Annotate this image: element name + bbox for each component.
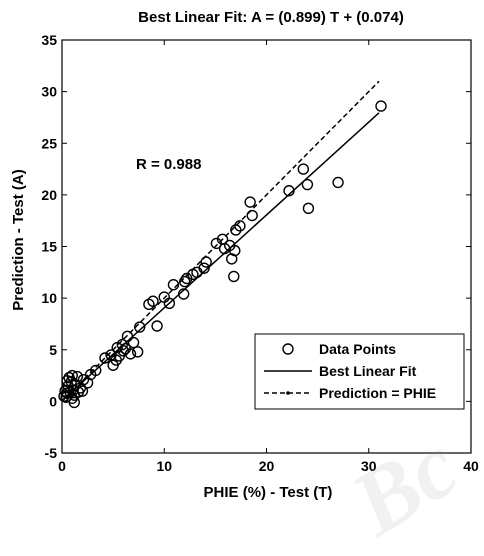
data-point <box>332 176 344 189</box>
legend-dot-identity <box>286 391 290 395</box>
y-axis-label: Prediction - Test (A) <box>10 169 27 310</box>
data-point <box>71 370 84 383</box>
y-tick-label: 20 <box>41 187 57 203</box>
y-tick-label: 25 <box>41 135 57 151</box>
legend-label-data-points: Data Points <box>319 341 396 357</box>
data-point <box>76 385 89 397</box>
y-tick-label: 0 <box>49 393 57 409</box>
legend-marker-data-points <box>282 343 294 355</box>
data-point <box>198 262 210 274</box>
data-point <box>177 288 190 300</box>
y-tick-label: 30 <box>41 84 57 100</box>
data-point <box>163 297 176 309</box>
y-tick-label: 35 <box>41 32 57 48</box>
chart-title: Best Linear Fit: A = (0.899) T + (0.074) <box>138 9 404 26</box>
data-point <box>131 346 144 358</box>
data-point <box>134 321 146 333</box>
chart: Best Linear Fit: A = (0.899) T + (0.074)… <box>10 9 479 501</box>
data-point <box>124 348 137 360</box>
data-point <box>151 320 163 332</box>
x-tick-label: 40 <box>463 458 479 474</box>
data-point <box>244 196 256 208</box>
data-point <box>200 256 212 268</box>
x-tick-label: 20 <box>259 458 275 474</box>
data-point <box>121 330 134 343</box>
legend: Data Points Best Linear Fit Prediction =… <box>254 333 465 410</box>
data-point <box>178 275 191 288</box>
data-point <box>375 100 387 112</box>
data-point <box>283 185 295 197</box>
data-point <box>302 202 315 214</box>
data-point <box>68 396 80 409</box>
data-point <box>301 178 314 191</box>
x-axis-label: PHIE (%) - Test (T) <box>204 484 333 501</box>
data-point <box>99 352 111 364</box>
y-tick-label: -5 <box>45 445 58 461</box>
data-point <box>181 272 193 285</box>
y-tick-label: 15 <box>41 239 57 255</box>
legend-label-best-fit: Best Linear Fit <box>319 363 417 379</box>
data-point <box>230 224 242 236</box>
data-point <box>297 163 310 175</box>
data-point <box>228 270 240 283</box>
data-point <box>246 209 258 222</box>
y-tick-label: 10 <box>41 290 57 306</box>
y-tick-label: 5 <box>49 342 57 358</box>
legend-label-identity: Prediction = PHIE <box>319 385 436 401</box>
x-tick-label: 30 <box>361 458 377 474</box>
data-point <box>167 279 180 291</box>
data-point <box>117 345 130 357</box>
data-point <box>90 364 102 377</box>
x-tick-label: 0 <box>58 458 66 474</box>
data-point <box>234 220 246 232</box>
x-tick-label: 10 <box>156 458 172 474</box>
r-value-annotation: R = 0.988 <box>136 156 201 173</box>
plot-frame <box>61 39 472 454</box>
data-point <box>229 244 241 257</box>
data-point <box>127 336 140 349</box>
data-points <box>58 100 387 409</box>
data-point <box>210 237 223 250</box>
data-point <box>147 295 159 307</box>
